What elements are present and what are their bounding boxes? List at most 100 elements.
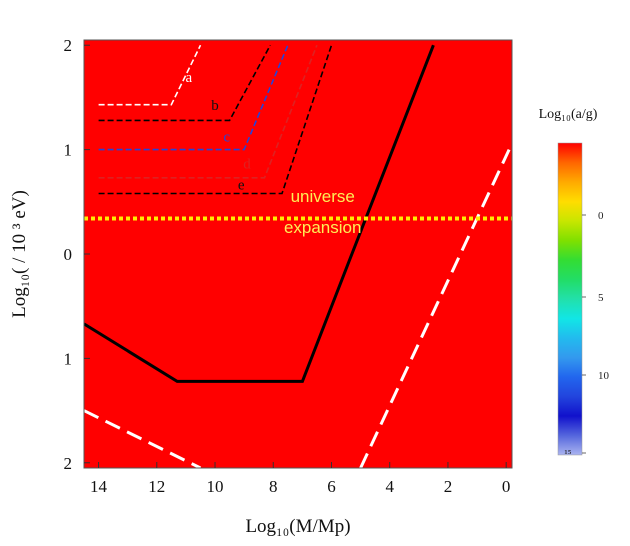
contour-cell [169, 293, 174, 298]
contour-cell [87, 207, 92, 212]
contour-cell [176, 68, 181, 73]
contour-cell [91, 129, 96, 134]
contour-cell [119, 125, 124, 130]
contour-cell [130, 186, 135, 191]
contour-cell [215, 236, 221, 241]
contour-cell [126, 400, 131, 405]
contour-cell [183, 425, 189, 430]
contour-cell [155, 132, 160, 137]
contour-cell [91, 79, 96, 84]
contour-cell [155, 104, 160, 109]
contour-cell [201, 75, 206, 80]
contour-cell [141, 50, 146, 55]
contour-cell [180, 400, 185, 405]
contour-cell [183, 400, 189, 405]
contour-cell [87, 293, 92, 298]
contour-cell [116, 193, 121, 198]
contour-cell [123, 425, 128, 430]
contour-cell [116, 314, 121, 319]
contour-cell [108, 86, 114, 91]
contour-cell [108, 40, 114, 45]
contour-cell [230, 154, 235, 159]
contour-cell [133, 139, 139, 145]
contour-cell [94, 218, 99, 223]
contour-cell [191, 61, 196, 66]
contour-cell [91, 410, 96, 416]
contour-cell [223, 57, 228, 62]
contour-cell [151, 154, 156, 159]
contour-cell [212, 400, 217, 405]
contour-cell [155, 50, 160, 55]
contour-cell [169, 460, 174, 466]
contour-cell [105, 182, 110, 187]
contour-cell [91, 403, 96, 408]
contour-cell [101, 232, 106, 237]
contour-cell [223, 311, 228, 316]
contour-cell [162, 435, 167, 441]
contour-cell [112, 47, 117, 52]
contour-cell [112, 236, 117, 241]
contour-cell [176, 318, 181, 323]
contour-cell [176, 321, 181, 326]
contour-cell [226, 382, 231, 387]
contour-cell [137, 43, 142, 48]
contour-cell [119, 43, 124, 48]
contour-cell [94, 132, 99, 137]
contour-cell [180, 211, 185, 216]
contour-cell [137, 450, 142, 455]
contour-cell [219, 246, 224, 252]
contour-cell [126, 229, 131, 234]
contour-cell [101, 403, 106, 408]
contour-cell [91, 57, 96, 62]
contour-cell [98, 282, 103, 287]
contour-cell [133, 403, 139, 408]
contour-cell [201, 143, 206, 148]
contour-cell [208, 89, 213, 95]
contour-cell [151, 325, 156, 330]
contour-cell [180, 261, 185, 266]
contour-cell [183, 200, 189, 205]
contour-cell [212, 246, 217, 252]
contour-cell [116, 378, 121, 383]
contour-cell [133, 122, 139, 127]
contour-cell [194, 460, 199, 466]
contour-cell [112, 82, 117, 87]
contour-cell [198, 318, 203, 323]
contour-cell [191, 225, 196, 230]
contour-cell [187, 64, 192, 70]
contour-cell [108, 207, 114, 212]
contour-cell [180, 396, 185, 401]
contour-cell [194, 353, 199, 359]
contour-cell [84, 189, 89, 194]
contour-cell [141, 154, 146, 159]
contour-cell [133, 79, 139, 84]
contour-cell [137, 318, 142, 323]
contour-cell [166, 118, 171, 123]
contour-cell [212, 179, 217, 184]
contour-cell [94, 125, 99, 130]
contour-cell [205, 72, 210, 77]
contour-cell [84, 50, 89, 55]
contour-cell [201, 100, 206, 105]
contour-cell [155, 350, 160, 355]
contour-cell [151, 189, 156, 194]
contour-cell [112, 343, 117, 348]
contour-cell [201, 182, 206, 187]
contour-cell [191, 303, 196, 309]
contour-cell [141, 57, 146, 62]
contour-cell [141, 118, 146, 123]
contour-cell [94, 428, 99, 433]
contour-cell [166, 368, 171, 373]
contour-cell [84, 289, 89, 294]
contour-cell [151, 186, 156, 191]
contour-cell [226, 375, 231, 380]
contour-cell [84, 104, 89, 109]
contour-cell [91, 464, 96, 468]
contour-cell [116, 72, 121, 77]
contour-cell [144, 97, 149, 102]
contour-cell [148, 403, 153, 408]
contour-cell [144, 186, 149, 191]
contour-cell [187, 43, 192, 48]
contour-cell [84, 368, 89, 373]
contour-cell [158, 57, 164, 62]
